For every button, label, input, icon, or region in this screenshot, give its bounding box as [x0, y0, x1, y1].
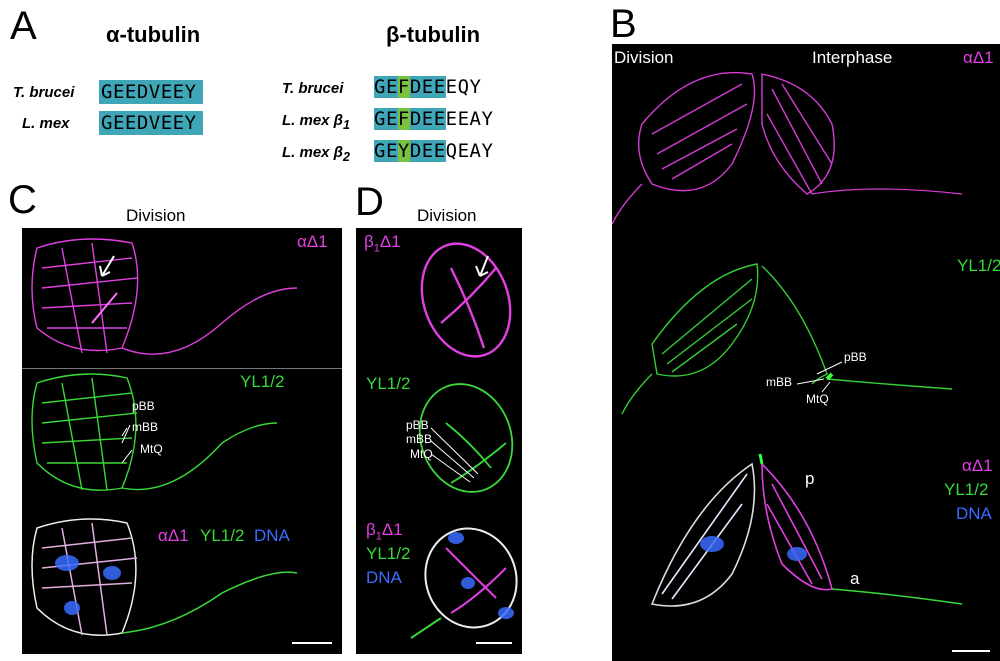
- gap-c-d: [342, 178, 356, 661]
- panel-d-merge-beta: β1Δ1: [366, 520, 403, 543]
- b-left-strip: [600, 44, 612, 661]
- panel-b-merge-yl: YL1/2: [944, 480, 989, 499]
- panel-b-merge-alpha: αΔ1: [962, 456, 993, 475]
- panel-d: β1Δ1 YL1/2 pBB mBB MtQ β1Δ1 YL1/2 DNA: [356, 228, 522, 654]
- panel-b-right-title: Interphase: [812, 48, 893, 67]
- panel-a: A α-tubulin β-tubulin T. brucei GEEDVEEY…: [0, 0, 600, 178]
- panel-letter-c: C: [8, 178, 37, 222]
- panel-c-scalebar: [292, 642, 332, 644]
- panel-b-header: B: [600, 0, 1000, 44]
- panel-c-mbb: mBB: [132, 420, 159, 434]
- panel-b-yl-label: YL1/2: [957, 256, 1000, 275]
- panel-c-title: Division: [126, 206, 186, 225]
- beta-seq-lmex-b1: GEFDEEEEAY: [374, 108, 494, 130]
- panel-c-mtq: MtQ: [140, 442, 163, 456]
- gap-d-b: [522, 178, 600, 661]
- panel-d-scalebar: [476, 642, 512, 644]
- beta-tubulin-heading: β-tubulin: [386, 22, 481, 47]
- alpha-species-tbrucei: T. brucei: [13, 84, 75, 101]
- beta-species-lmex-b2: L. mex β2: [282, 144, 350, 164]
- panel-c-merge-dna: DNA: [254, 526, 290, 545]
- panel-d-mtq: MtQ: [410, 447, 433, 461]
- panel-b-p-label: p: [805, 469, 815, 488]
- panel-d-merge-dna: DNA: [366, 568, 402, 587]
- panel-d-merge-yl: YL1/2: [366, 544, 411, 563]
- beta-seq-lmex-b2: GEYDEEQEAY: [374, 140, 494, 162]
- panel-c-divider: [22, 368, 342, 369]
- panel-b-mbb: mBB: [766, 375, 793, 389]
- panel-c-header: C Division: [0, 178, 345, 228]
- panel-d-beta-label: β1Δ1: [364, 232, 401, 255]
- panel-c-merge-yl: YL1/2: [200, 526, 245, 545]
- bottom-strip: [0, 654, 600, 661]
- panel-c: αΔ1 YL1/2 pBB mBB MtQ αΔ1: [22, 228, 342, 654]
- panel-d-mbb: mBB: [406, 432, 433, 446]
- panel-d-yl-label: YL1/2: [366, 374, 411, 393]
- panel-c-merge-alpha: αΔ1: [158, 526, 189, 545]
- beta-species-tbrucei: T. brucei: [282, 80, 344, 97]
- panel-c-alpha-label: αΔ1: [297, 232, 328, 251]
- alpha-seq-lmex: GEEDVEEY: [99, 111, 203, 135]
- alpha-seq-tbrucei: GEEDVEEY: [99, 80, 203, 104]
- panel-d-pbb: pBB: [406, 418, 429, 432]
- panel-b: Division Interphase αΔ1: [612, 44, 1000, 661]
- panel-b-mtq: MtQ: [806, 392, 829, 406]
- beta-species-lmex-b1: L. mex β1: [282, 112, 350, 132]
- panel-d-title: Division: [417, 206, 477, 225]
- panel-b-scalebar: [952, 650, 990, 652]
- panel-b-left-title: Division: [614, 48, 674, 67]
- panel-b-pbb: pBB: [844, 350, 867, 364]
- panel-b-micrograph: [612, 71, 963, 607]
- panel-b-a-label: a: [850, 569, 860, 588]
- panel-c-pbb: pBB: [132, 399, 155, 413]
- alpha-species-lmex: L. mex: [22, 115, 70, 132]
- alpha-tubulin-heading: α-tubulin: [106, 22, 201, 47]
- panel-c-yl-label: YL1/2: [240, 372, 285, 391]
- panel-b-merge-dna: DNA: [956, 504, 992, 523]
- left-strip: [0, 228, 22, 661]
- panel-letter-d: D: [355, 180, 384, 224]
- panel-letter-a: A: [10, 4, 37, 48]
- panel-c-micrograph: [31, 238, 298, 636]
- panel-d-micrograph: [410, 242, 518, 639]
- panel-b-alpha-label: αΔ1: [963, 48, 994, 67]
- beta-seq-tbrucei: GEFDEEEQY: [374, 76, 482, 98]
- panel-letter-b: B: [610, 2, 637, 46]
